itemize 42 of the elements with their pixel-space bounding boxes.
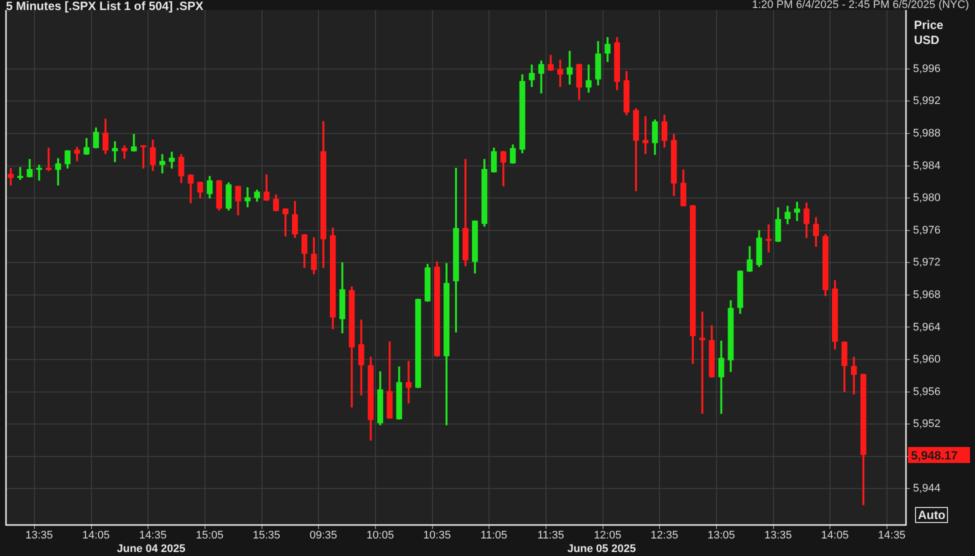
x-tick-label: 12:05 bbox=[594, 530, 622, 542]
y-tick-label: 5,964 bbox=[913, 321, 941, 334]
x-tick-label: 12:35 bbox=[650, 530, 678, 542]
chart-subtitle: 1:20 PM 6/4/2025 - 2:45 PM 6/5/2025 (NYC) bbox=[752, 0, 969, 11]
y-tick-label: 5,980 bbox=[913, 192, 941, 204]
y-tick-label: 5,992 bbox=[913, 95, 941, 108]
candlestick bbox=[699, 312, 706, 414]
candlestick bbox=[36, 164, 42, 181]
x-tick-label: 09:35 bbox=[310, 530, 338, 542]
x-tick-label: 15:35 bbox=[252, 530, 280, 542]
candlestick bbox=[642, 116, 648, 154]
y-tick-label: 5,976 bbox=[913, 224, 941, 236]
y-tick-label: 5,968 bbox=[913, 288, 941, 301]
chart-title: 5 Minutes [.SPX List 1 of 504] .SPX bbox=[6, 0, 204, 13]
x-tick-label: 14:05 bbox=[821, 530, 849, 542]
y-tick-label: 5,984 bbox=[913, 160, 941, 172]
x-tick-label: 14:05 bbox=[82, 530, 110, 542]
candlestick bbox=[140, 145, 146, 169]
y-tick-label: 5,952 bbox=[913, 418, 941, 430]
y-tick-label: 5,944 bbox=[913, 482, 941, 495]
x-tick-label: 15:05 bbox=[196, 530, 224, 542]
x-tick-label: 13:35 bbox=[25, 530, 53, 542]
y-axis-title: Price USD bbox=[914, 18, 944, 48]
text: June 04 2025 bbox=[116, 543, 186, 556]
x-tick-label: 11:05 bbox=[480, 530, 508, 542]
x-tick-label: 13:05 bbox=[708, 530, 736, 542]
text: June 05 2025 bbox=[567, 543, 636, 556]
x-tick-label: 11:35 bbox=[537, 530, 564, 542]
x-tick-label: 10:35 bbox=[423, 530, 451, 542]
x-tick-label: 14:35 bbox=[878, 530, 906, 542]
candlestick bbox=[46, 148, 52, 171]
candlestick bbox=[766, 224, 772, 252]
x-tick-label: 10:05 bbox=[366, 530, 394, 542]
y-tick-label: 5,960 bbox=[913, 354, 941, 366]
y-tick-label: 5,956 bbox=[913, 386, 941, 398]
text: 5,948.17 bbox=[911, 448, 958, 462]
auto-button: Auto bbox=[915, 507, 948, 523]
y-tick-label: 5,996 bbox=[913, 62, 941, 75]
y-tick-label: 5,972 bbox=[913, 256, 941, 269]
x-tick-label: 13:35 bbox=[764, 530, 792, 542]
y-tick-label: 5,988 bbox=[913, 128, 941, 140]
x-tick-label: 14:35 bbox=[139, 530, 167, 542]
